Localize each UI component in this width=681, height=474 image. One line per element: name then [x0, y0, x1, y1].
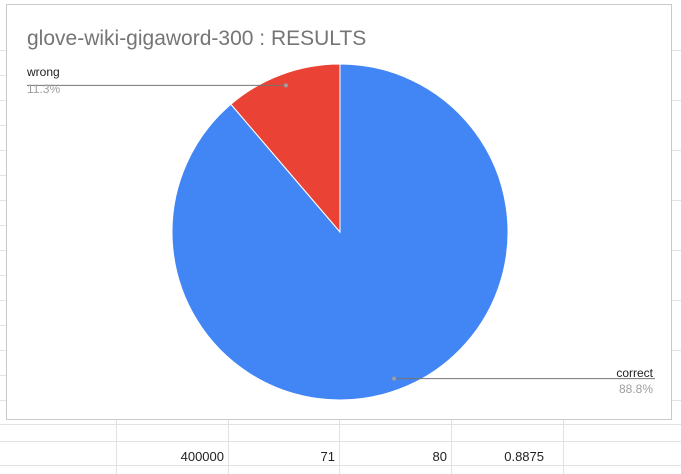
cell-sample-size[interactable]: 80 — [432, 449, 447, 464]
pie-chart[interactable] — [7, 5, 671, 419]
cell-total[interactable]: 400000 — [180, 449, 224, 464]
cell-accuracy[interactable]: 0.8875 — [504, 449, 544, 464]
leader-dot-correct — [392, 376, 397, 381]
leader-dot-wrong — [283, 83, 288, 88]
label-correct-percent: 88.8% — [618, 382, 653, 396]
cell-correct-count[interactable]: 71 — [320, 449, 335, 464]
label-wrong-percent: 11.3% — [27, 82, 61, 96]
label-wrong-name: wrong — [27, 65, 60, 79]
pie-slice-wrong[interactable] — [230, 63, 341, 234]
label-correct-name: correct — [616, 366, 653, 380]
chart-card[interactable]: glove-wiki-gigaword-300 : RESULTS wrong … — [6, 4, 672, 420]
chart-title: glove-wiki-gigaword-300 : RESULTS — [27, 27, 367, 50]
